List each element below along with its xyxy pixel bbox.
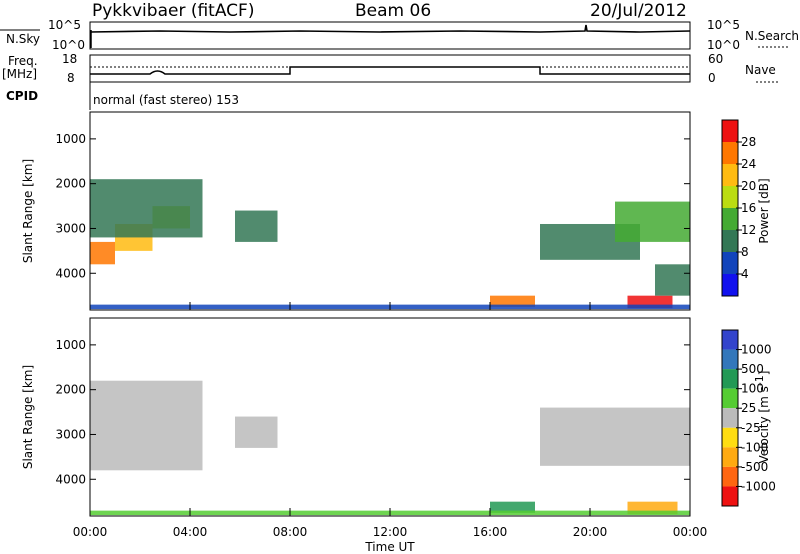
time-tick-label-5: 20:00: [573, 525, 608, 539]
velocity-colorbar-tick-label-6: -500: [741, 460, 768, 474]
velocity-colorbar-tick-label-1: 500: [741, 362, 764, 376]
velocity-colorbar-tick-label-7: -1000: [741, 479, 776, 493]
velocity-colorbar-swatch-4: [722, 408, 738, 428]
velocity-colorbar-swatch-2: [722, 369, 738, 389]
power-axes-ytick-label-2: 2000: [55, 177, 86, 191]
power-colorbar-label: Power [dB]: [757, 178, 771, 243]
nave-label: Nave: [745, 63, 776, 77]
velocity-colorbar-swatch-6: [722, 447, 738, 467]
time-tick-label-4: 16:00: [473, 525, 508, 539]
velocity-colorbar-tick-label-0: 1000: [741, 343, 772, 357]
time-tick-label-0: 00:00: [73, 525, 108, 539]
power-axes-ytick-label-3: 1000: [55, 132, 86, 146]
time-axis-label: Time UT: [364, 540, 415, 554]
time-axis: 00:00 04:00 08:00 12:00 16:00 20:00 00:00: [73, 525, 708, 539]
vel-regions-region-2: [490, 501, 535, 513]
noise-sky-label: N.Sky: [6, 32, 40, 46]
power-regions-region-4: [235, 210, 278, 242]
velocity-colorbar: 1000 500 100 25 -25 -100 -500 -1000 Velocity [m…: [721, 329, 776, 507]
noise-left-tick-bottom: 10^0: [52, 38, 85, 52]
power-axes: 4000 3000 2000 1000: [55, 132, 691, 310]
noise-left-tick-top: 10^5: [48, 18, 81, 32]
power-colorbar-swatch-4: [722, 208, 738, 230]
freq-unit-label: [MHz]: [2, 67, 37, 81]
velocity-colorbar-swatch-0: [722, 330, 738, 350]
velocity-colorbar-swatch-8: [722, 486, 738, 506]
vel-axes-ytick-label-2: 2000: [55, 383, 86, 397]
vel-axes-ytick-label-1: 3000: [55, 427, 86, 441]
date-title: 20/Jul/2012: [590, 1, 687, 21]
velocity-colorbar-tick-label-3: 25: [741, 401, 756, 415]
cpid-text: normal (fast stereo) 153: [93, 93, 239, 107]
vel-regions-region-1: [235, 416, 278, 448]
nave-tick-top: 60: [708, 52, 723, 66]
power-colorbar-swatch-0: [722, 120, 738, 142]
noise-right-tick-bottom: 10^0: [707, 38, 740, 52]
station-title: Pykkvibaer (fitACF): [92, 1, 254, 21]
vel-axes-ytick-label-3: 1000: [55, 338, 86, 352]
vel-regions-region-4: [540, 407, 690, 466]
velocity-panel: 4000 3000 2000 1000 Slant Range [km]: [21, 317, 691, 517]
beam-title: Beam 06: [355, 1, 431, 21]
noise-right-tick-top: 10^5: [707, 18, 740, 32]
power-colorbar-swatch-6: [722, 252, 738, 274]
velocity-colorbar-swatch-1: [722, 349, 738, 370]
velocity-colorbar-label: Velocity [m s-1]: [753, 371, 771, 464]
cpid-label: CPID: [6, 89, 38, 103]
power-colorbar-tick-label-3: 16: [741, 201, 756, 215]
velocity-colorbar-swatch-3: [722, 388, 738, 409]
power-regions-region-9: [615, 201, 690, 242]
noise-search-label: N.Search: [745, 29, 799, 43]
freq-tick-bottom: 8: [67, 71, 75, 85]
power-colorbar-swatch-2: [722, 164, 738, 186]
power-panel: 4000 3000 2000 1000 Slant Range [km]: [21, 111, 691, 311]
power-ylabel: Slant Range [km]: [21, 159, 35, 263]
velocity-ylabel: Slant Range [km]: [21, 365, 35, 469]
velocity-axes: 4000 3000 2000 1000: [55, 338, 691, 516]
frequency-panel: Freq. [MHz] 18 8 60 0 Nave CPID normal (…: [2, 52, 780, 110]
power-colorbar-tick-label-5: 8: [741, 245, 749, 259]
power-regions-region-5: [490, 295, 535, 307]
power-colorbar-swatch-1: [722, 142, 738, 164]
power-colorbar-tick-label-0: 28: [741, 135, 756, 149]
vel-regions-region-0: [90, 380, 203, 471]
power-axes-ytick-label-0: 4000: [55, 266, 86, 280]
power-colorbar-tick-label-2: 20: [741, 179, 756, 193]
time-tick-label-6: 00:00: [673, 525, 708, 539]
power-regions-region-0: [90, 241, 115, 265]
power-regions-region-3: [90, 179, 203, 238]
power-colorbar-swatch-5: [722, 230, 738, 252]
velocity-colorbar-tick-label-2: 100: [741, 382, 764, 396]
velocity-colorbar-swatch-5: [722, 427, 738, 448]
power-colorbar-tick-label-1: 24: [741, 157, 756, 171]
power-colorbar: 28 24 20 16 12 8 4 Power [dB]: [721, 119, 771, 297]
time-tick-label-1: 04:00: [173, 525, 208, 539]
vel-axes-ytick-label-0: 4000: [55, 472, 86, 486]
freq-tick-top: 18: [62, 52, 77, 66]
velocity-colorbar-swatch-7: [722, 466, 738, 487]
velocity-colorbar-frame: [721, 329, 739, 507]
velocity-colorbar-tick-label-4: -25: [741, 421, 761, 435]
power-colorbar-tick-label-4: 12: [741, 223, 756, 237]
power-regions-region-7: [655, 264, 690, 296]
noise-panel: N.Sky 10^5 10^0 10^5 10^0 N.Search: [0, 18, 799, 52]
freq-label: Freq.: [8, 54, 38, 68]
power-axes-ytick-label-1: 3000: [55, 221, 86, 235]
time-tick-label-3: 12:00: [373, 525, 408, 539]
nave-tick-bottom: 0: [708, 71, 716, 85]
power-colorbar-tick-label-6: 4: [741, 267, 749, 281]
power-colorbar-swatch-3: [722, 186, 738, 208]
velocity-colorbar-tick-label-5: -100: [741, 440, 768, 454]
power-colorbar-swatch-7: [722, 274, 738, 296]
time-tick-label-2: 08:00: [273, 525, 308, 539]
